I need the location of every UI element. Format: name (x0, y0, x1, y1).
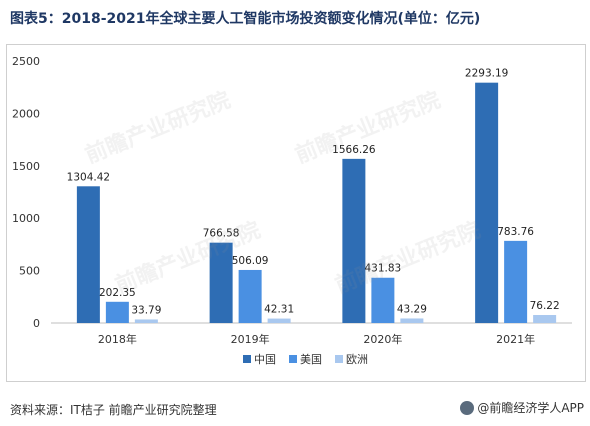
data-label: 42.31 (264, 304, 294, 316)
x-tick-label: 2019年 (231, 332, 270, 346)
y-tick-label: 0 (33, 317, 40, 330)
bar-2 (371, 277, 395, 323)
bar-2 (504, 240, 528, 323)
y-tick-label: 500 (19, 265, 40, 278)
data-label: 2293.19 (465, 68, 508, 80)
legend-label-2: 美国 (300, 353, 322, 366)
legend-swatch-3 (335, 355, 343, 363)
x-tick-label: 2020年 (363, 332, 402, 346)
legend-label-3: 欧洲 (346, 353, 368, 366)
chart-frame: 0 500 1000 1500 2000 2500 2018年 1304.42 202.35 33… (6, 44, 586, 382)
x-tick-label: 2021年 (496, 332, 535, 346)
bar-chart: 0 500 1000 1500 2000 2500 2018年 1304.42 202.35 33… (12, 55, 572, 366)
bar-3 (267, 318, 291, 323)
legend-swatch-1 (243, 355, 251, 363)
brand-text: @前瞻经济学人APP (477, 401, 584, 415)
y-tick-label: 2500 (12, 55, 40, 68)
bar-2 (238, 269, 262, 323)
data-label: 43.29 (397, 303, 427, 315)
y-tick-label: 2000 (12, 107, 40, 120)
brand-logo-icon (460, 400, 475, 415)
data-label: 33.79 (131, 304, 161, 316)
legend-label-1: 中国 (254, 353, 276, 366)
bar-3 (400, 318, 424, 323)
bar-1 (209, 242, 233, 323)
data-label: 506.09 (232, 255, 269, 267)
x-tick-label: 2018年 (98, 332, 137, 346)
bar-2 (105, 301, 129, 323)
bar-3 (533, 315, 557, 323)
data-label: 76.22 (530, 300, 560, 312)
data-label: 1566.26 (332, 144, 376, 156)
source-note: 资料来源：IT桔子 前瞻产业研究院整理 (10, 403, 217, 417)
bar-3 (134, 319, 158, 323)
chart-title: 图表5：2018-2021年全球主要人工智能市场投资额变化情况(单位：亿元) (10, 11, 481, 27)
bar-1 (76, 186, 100, 323)
data-label: 431.83 (365, 263, 402, 275)
data-label: 202.35 (99, 287, 136, 299)
brand-credit: @前瞻经济学人APP (460, 399, 584, 416)
y-tick-label: 1000 (12, 212, 40, 225)
y-tick-label: 1500 (12, 160, 40, 173)
bar-1 (342, 158, 366, 323)
bar-1 (475, 82, 499, 323)
legend-swatch-2 (289, 355, 297, 363)
data-label: 1304.42 (67, 171, 110, 183)
data-label: 766.58 (203, 228, 240, 240)
data-label: 783.76 (497, 226, 534, 238)
